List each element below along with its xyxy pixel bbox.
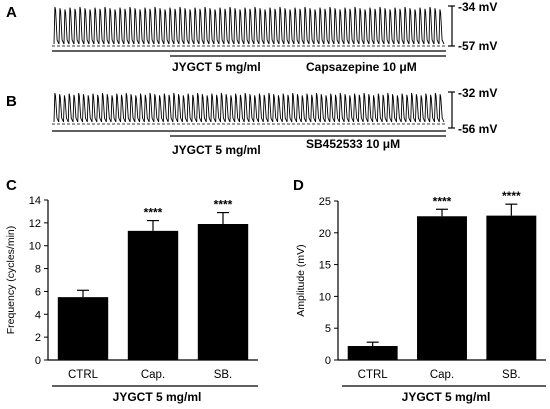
chart-d-category-label: Cap.: [430, 369, 454, 381]
chart-c-bar-ctrl: [57, 297, 109, 360]
chart-c-category-label: SB.: [214, 369, 233, 381]
trace-a-bottom-voltage-label: -57 mV: [458, 39, 497, 53]
panel-label-d: D: [293, 177, 304, 194]
chart-c-category-label: CTRL: [68, 369, 99, 381]
chart-c-y-tick-label: 6: [35, 286, 41, 298]
trace-b: [53, 92, 445, 123]
chart-c-y-tick-label: 8: [35, 264, 41, 276]
chart-d-significance-label: ****: [433, 194, 452, 208]
chart-d: 0 5 10 15 20 25 Amplitude (mV) CTRL **** Cap. ****…: [295, 189, 546, 404]
trace-b-blocker-label: SB452533 10 μM: [306, 137, 400, 151]
trace-b-bottom-voltage-label: -56 mV: [458, 122, 497, 136]
chart-d-significance-label: ****: [502, 189, 521, 203]
trace-a-waveform: [53, 6, 445, 45]
chart-d-y-tick-label: 15: [319, 260, 331, 272]
chart-c-x-axis-title: JYGCT 5 mg/ml: [113, 390, 202, 404]
chart-c-y-tick-label: 10: [29, 241, 41, 253]
chart-c-y-axis-title: Frequency (cycles/min): [5, 226, 17, 335]
trace-b-drug-label: JYGCT 5 mg/ml: [172, 143, 261, 157]
chart-d-bar-ctrl: [347, 346, 398, 360]
chart-c-significance-label: ****: [144, 206, 163, 220]
chart-d-y-tick-label: 0: [325, 355, 331, 367]
chart-d-category-label: CTRL: [358, 369, 389, 381]
chart-c-significance-label: ****: [214, 198, 233, 212]
chart-d-y-tick-label: 25: [319, 196, 331, 208]
trace-b-top-voltage-label: -32 mV: [458, 86, 497, 100]
chart-c-bar-cap: [127, 230, 179, 360]
panel-b: B -32 mV -56 mV JYGCT 5 mg/ml SB452533 1…: [6, 86, 497, 157]
chart-c-y-tick-label: 4: [35, 309, 41, 321]
chart-c-y-tick-label: 12: [29, 218, 41, 230]
chart-d-bar-cap: [417, 216, 467, 360]
chart-d-x-axis-title: JYGCT 5 mg/ml: [402, 390, 491, 404]
chart-d-y-axis-title: Amplitude (mV): [295, 244, 307, 316]
trace-a-blocker-label: Capsazepine 10 μM: [306, 60, 417, 74]
trace-a: [53, 6, 445, 45]
panel-label-b: B: [6, 93, 17, 110]
panel-label-c: C: [6, 177, 17, 194]
chart-c-bar-sb: [197, 224, 249, 360]
panel-a: A -34 mV -57 mV JYGCT 5 mg/ml Capsazepin…: [6, 0, 497, 74]
chart-d-y-tick-label: 20: [319, 228, 331, 240]
chart-c-y-tick-label: 0: [35, 355, 41, 367]
chart-c-y-tick-label: 2: [35, 332, 41, 344]
panel-d: D 0 5 10 15 20 25 Amplitude (mV) CTRL **** Cap. **…: [293, 177, 546, 404]
chart-c-category-label: Cap.: [141, 369, 165, 381]
panel-c: C 0 2 4 6 8 10 12 14 Frequency (cycles/min) CTRL *…: [5, 177, 258, 404]
trace-b-waveform: [53, 92, 445, 123]
trace-a-drug-label: JYGCT 5 mg/ml: [172, 60, 261, 74]
chart-d-y-tick-label: 10: [319, 291, 331, 303]
chart-c: 0 2 4 6 8 10 12 14 Frequency (cycles/min) CTRL ***…: [5, 195, 258, 404]
chart-d-category-label: SB.: [502, 369, 521, 381]
chart-c-y-tick-label: 14: [29, 195, 41, 207]
chart-d-bar-sb: [486, 215, 537, 360]
chart-d-y-tick-label: 5: [325, 323, 331, 335]
trace-a-top-voltage-label: -34 mV: [458, 0, 497, 14]
panel-label-a: A: [6, 4, 17, 21]
